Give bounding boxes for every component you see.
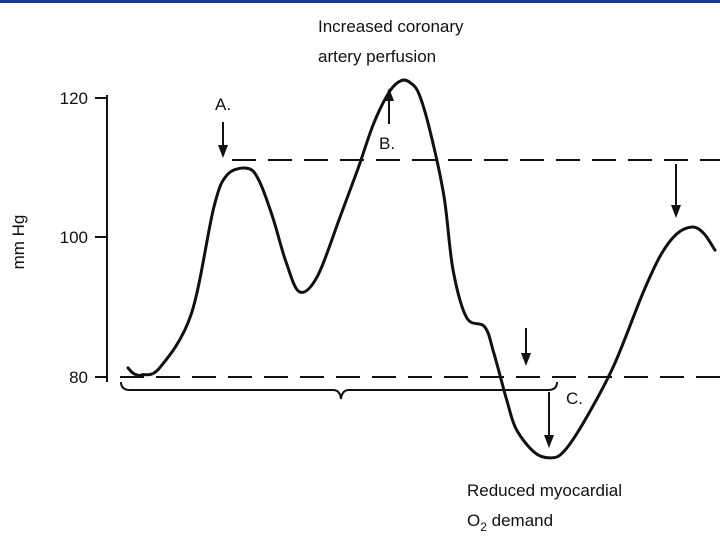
pressure-curve: [126, 78, 717, 460]
annotation-increased-perfusion-line2: artery perfusion: [318, 47, 436, 66]
label-a: A.: [215, 95, 231, 114]
o2-symbol: O: [467, 511, 480, 530]
annotation-reduced-demand-line1: Reduced myocardial: [467, 481, 622, 500]
arrow-right-peak: [671, 164, 681, 218]
arrow-a: [218, 122, 228, 158]
label-c: C.: [566, 389, 583, 408]
arrow-b: [384, 88, 394, 124]
annotation-increased-perfusion-line1: Increased coronary: [318, 17, 464, 36]
cycle-brace: [120, 381, 558, 400]
label-b: B.: [379, 134, 395, 153]
y-tick-label-100: 100: [60, 228, 88, 247]
y-tick-label-80: 80: [69, 368, 88, 387]
o2-subscript: 2: [480, 520, 487, 534]
arrow-c: [544, 392, 554, 448]
y-tick-label-120: 120: [60, 89, 88, 108]
top-accent-bar: [0, 0, 720, 3]
demand-word: demand: [487, 511, 553, 530]
arrow-dip-small: [521, 328, 531, 366]
annotation-reduced-demand-line2: O2 demand: [467, 511, 553, 534]
y-axis-label: mm Hg: [9, 215, 28, 270]
